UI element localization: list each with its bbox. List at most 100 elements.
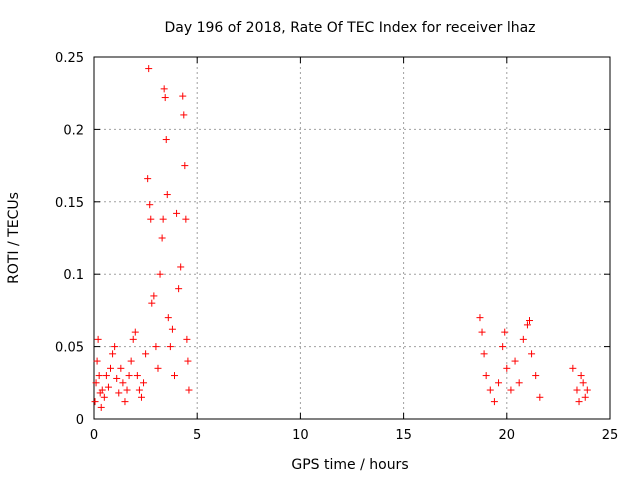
data-point [113, 374, 121, 382]
data-point [148, 299, 156, 307]
chart-title: Day 196 of 2018, Rate Of TEC Index for r… [164, 20, 535, 36]
y-tick-label: 0.25 [55, 51, 84, 66]
data-point [573, 386, 581, 394]
data-point [98, 386, 106, 394]
data-point [511, 357, 519, 365]
data-point [111, 343, 119, 351]
data-point [100, 393, 108, 401]
data-point [158, 234, 166, 242]
data-point [170, 372, 178, 380]
data-point [131, 328, 139, 336]
x-tick-label: 10 [292, 428, 309, 443]
y-tick-label: 0 [76, 413, 84, 428]
data-point [577, 372, 585, 380]
data-point [94, 335, 102, 343]
data-point [150, 292, 158, 300]
data-point [91, 398, 99, 406]
data-point [142, 350, 150, 358]
data-point [145, 65, 153, 73]
data-point [175, 285, 183, 293]
data-point [123, 386, 131, 394]
data-point [95, 372, 103, 380]
data-point [119, 379, 127, 387]
data-point [579, 379, 587, 387]
y-tick-label: 0.2 [63, 123, 84, 138]
data-point [107, 364, 115, 372]
x-tick-label: 15 [395, 428, 412, 443]
grid-lines [94, 57, 610, 419]
data-point [182, 215, 190, 223]
data-point [503, 364, 511, 372]
data-point [115, 389, 123, 397]
data-point [166, 343, 174, 351]
data-point [515, 379, 523, 387]
data-points [91, 65, 591, 411]
data-point [159, 215, 167, 223]
data-point [109, 350, 117, 358]
data-point [168, 325, 176, 333]
data-point [507, 386, 515, 394]
data-point [137, 393, 145, 401]
data-point [154, 364, 162, 372]
data-point [156, 270, 164, 278]
data-point [486, 386, 494, 394]
data-point [163, 191, 171, 199]
data-point [140, 379, 148, 387]
data-point [104, 383, 112, 391]
x-tick-label: 5 [193, 428, 201, 443]
data-point [536, 393, 544, 401]
data-point [523, 321, 531, 329]
data-point [499, 343, 507, 351]
data-point [144, 175, 152, 183]
data-point [478, 328, 486, 336]
data-point [476, 314, 484, 322]
data-point [152, 343, 160, 351]
data-point [125, 372, 133, 380]
data-point [164, 314, 172, 322]
data-point [127, 357, 135, 365]
data-point [92, 379, 100, 387]
data-point [177, 263, 185, 271]
data-point [135, 386, 143, 394]
data-point [528, 350, 536, 358]
y-axis-title: ROTI / TECUs [6, 192, 22, 284]
data-point [501, 328, 509, 336]
data-point [93, 357, 101, 365]
data-point [102, 372, 110, 380]
x-tick-label: 0 [90, 428, 98, 443]
data-point [532, 372, 540, 380]
data-point [162, 136, 170, 144]
x-axis-title: GPS time / hours [291, 457, 408, 473]
data-point [569, 364, 577, 372]
data-point [183, 335, 191, 343]
data-point [575, 398, 583, 406]
data-point [129, 335, 137, 343]
data-point [184, 357, 192, 365]
x-tick-label: 20 [499, 428, 516, 443]
data-point [179, 92, 187, 100]
y-tick-label: 0.1 [63, 268, 84, 283]
y-tick-labels: 0 0.05 0.1 0.15 0.2 0.25 [55, 51, 84, 428]
data-point [117, 364, 125, 372]
data-point [147, 215, 155, 223]
data-point [526, 317, 534, 325]
data-point [185, 386, 193, 394]
data-point [480, 350, 488, 358]
data-point [482, 372, 490, 380]
plot-frame [93, 56, 611, 420]
data-point [173, 209, 181, 217]
y-tick-label: 0.05 [55, 341, 84, 356]
x-tick-label: 25 [602, 428, 619, 443]
data-point [133, 372, 141, 380]
data-point [146, 201, 154, 209]
data-point [495, 379, 503, 387]
data-point [160, 85, 168, 93]
y-tick-label: 0.15 [55, 196, 84, 211]
data-point [97, 403, 105, 411]
axis-ticks [93, 56, 611, 420]
data-point [490, 398, 498, 406]
data-point [161, 94, 169, 102]
data-point [121, 398, 129, 406]
data-point [181, 162, 189, 170]
